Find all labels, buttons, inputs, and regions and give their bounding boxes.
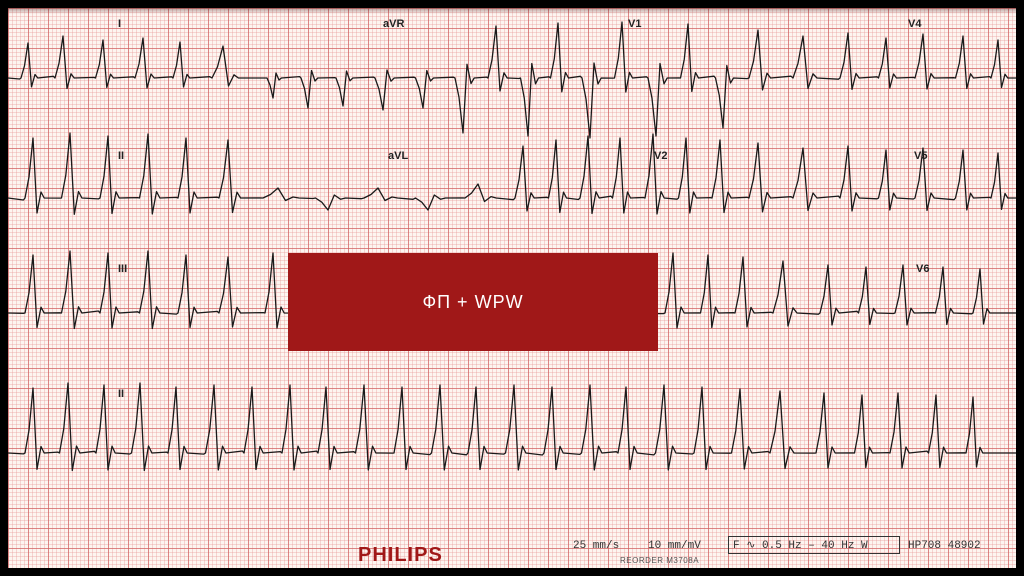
lead-label-II: II (118, 388, 124, 400)
ecg-row-1 (8, 133, 1016, 214)
lead-label-II: II (118, 150, 124, 162)
lead-label-aVL: aVL (388, 150, 408, 162)
footer-gain: 10 mm/mV (648, 540, 701, 552)
lead-label-V5: V5 (914, 150, 927, 162)
lead-label-aVR: aVR (383, 18, 404, 30)
lead-label-V4: V4 (908, 18, 921, 30)
lead-label-I: I (118, 18, 121, 30)
reorder-code: REORDER M3708A (620, 556, 699, 565)
ecg-row-3 (8, 383, 1016, 471)
lead-label-V6: V6 (916, 263, 929, 275)
brand-logo: PHILIPS (358, 544, 443, 567)
footer-filter: F ∿ 0.5 Hz – 40 Hz W (728, 536, 900, 554)
footer-device: HP708 48902 (908, 540, 981, 552)
ecg-paper: IaVR V1 V4 II aVL V2 V5 III V6 II ФП + WPW PHILIP… (8, 8, 1016, 568)
lead-label-V2: V2 (654, 150, 667, 162)
diagnosis-text: ФП + WPW (422, 292, 523, 313)
diagnosis-overlay: ФП + WPW (288, 253, 658, 351)
footer-speed: 25 mm/s (573, 540, 619, 552)
ecg-row-0 (8, 22, 1016, 138)
lead-label-III: III (118, 263, 127, 275)
lead-label-V1: V1 (628, 18, 641, 30)
